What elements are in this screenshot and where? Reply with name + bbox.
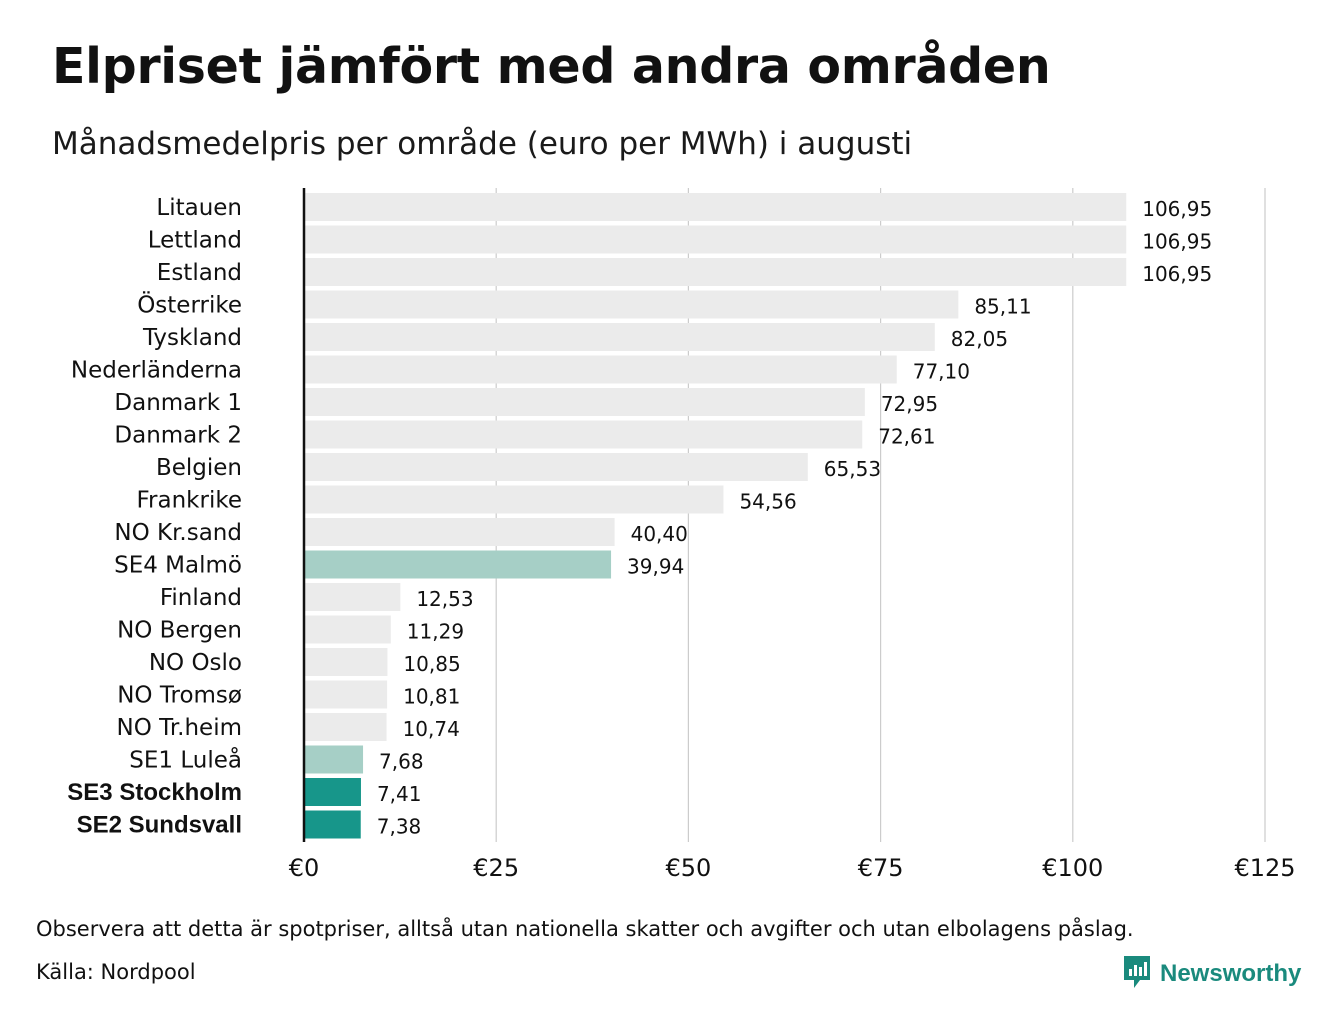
value-label: 10,85 bbox=[403, 652, 460, 676]
chart-subtitle: Månadsmedelpris per område (euro per MWh… bbox=[52, 126, 913, 162]
value-label: 11,29 bbox=[407, 620, 464, 644]
bar-chart-speech-bubble-icon bbox=[1122, 954, 1152, 994]
bar bbox=[305, 810, 361, 839]
category-label: SE4 Malmö bbox=[114, 553, 242, 579]
category-label: Österrike bbox=[137, 291, 242, 319]
category-label: Litauen bbox=[156, 195, 242, 221]
category-label: Nederländerna bbox=[71, 358, 242, 384]
bar bbox=[305, 680, 388, 709]
bar bbox=[305, 778, 361, 806]
value-label: 106,95 bbox=[1142, 262, 1212, 286]
category-label: NO Tromsø bbox=[117, 683, 242, 709]
value-label: 54,56 bbox=[739, 490, 796, 514]
bar bbox=[305, 648, 388, 676]
value-label: 82,05 bbox=[951, 327, 1008, 351]
category-label: Tyskland bbox=[142, 325, 242, 351]
bar bbox=[305, 745, 364, 774]
category-label: Lettland bbox=[148, 228, 242, 254]
bar bbox=[305, 420, 863, 449]
value-label: 7,41 bbox=[377, 782, 422, 806]
category-label: SE2 Sundsvall bbox=[77, 812, 242, 839]
value-label: 106,95 bbox=[1142, 197, 1212, 221]
value-label: 85,11 bbox=[974, 295, 1031, 319]
value-label: 72,61 bbox=[878, 425, 935, 449]
value-label: 77,10 bbox=[913, 360, 970, 384]
category-label: SE1 Luleå bbox=[129, 746, 242, 774]
x-tick-label: €50 bbox=[665, 854, 711, 882]
bar bbox=[305, 323, 935, 351]
bar bbox=[305, 388, 865, 416]
chart-title: Elpriset jämfört med andra områden bbox=[52, 38, 1051, 95]
bar bbox=[305, 290, 959, 319]
footnote: Observera att detta är spotpriser, allts… bbox=[36, 917, 1134, 941]
category-label: NO Kr.sand bbox=[114, 520, 242, 546]
value-label: 72,95 bbox=[881, 392, 938, 416]
bar bbox=[305, 485, 724, 514]
category-label: Belgien bbox=[156, 455, 242, 481]
x-tick-label: €125 bbox=[1234, 854, 1295, 882]
bar bbox=[305, 583, 401, 611]
value-label: 40,40 bbox=[631, 522, 688, 546]
value-label: 65,53 bbox=[824, 457, 881, 481]
bar bbox=[305, 453, 808, 481]
value-label: 7,68 bbox=[379, 750, 424, 774]
x-tick-label: €100 bbox=[1042, 854, 1103, 882]
category-label: Finland bbox=[160, 585, 242, 611]
x-tick-label: €0 bbox=[289, 854, 320, 882]
bar bbox=[305, 615, 391, 644]
category-label: Danmark 2 bbox=[114, 423, 242, 449]
brand-logo: Newsworthy bbox=[1122, 954, 1301, 994]
bar bbox=[305, 518, 615, 546]
bar bbox=[305, 713, 387, 741]
value-label: 12,53 bbox=[416, 587, 473, 611]
value-label: 10,81 bbox=[403, 685, 460, 709]
x-tick-label: €75 bbox=[858, 854, 904, 882]
value-label: 39,94 bbox=[627, 555, 684, 579]
bar bbox=[305, 225, 1127, 254]
category-label: NO Bergen bbox=[117, 618, 242, 644]
bar bbox=[305, 550, 612, 579]
category-label: Frankrike bbox=[137, 488, 243, 514]
x-tick-label: €25 bbox=[473, 854, 519, 882]
category-label: SE3 Stockholm bbox=[67, 779, 242, 806]
category-label: Danmark 1 bbox=[114, 390, 242, 416]
value-label: 106,95 bbox=[1142, 230, 1212, 254]
category-label: NO Oslo bbox=[149, 650, 242, 676]
bar bbox=[305, 258, 1127, 286]
brand-name: Newsworthy bbox=[1160, 960, 1302, 987]
source-text: Källa: Nordpool bbox=[36, 960, 196, 984]
value-label: 10,74 bbox=[403, 717, 460, 741]
category-label: NO Tr.heim bbox=[117, 715, 242, 741]
value-label: 7,38 bbox=[377, 815, 422, 839]
bar bbox=[305, 193, 1127, 221]
bar bbox=[305, 355, 897, 384]
bar-chart: Litauen 106,95 Lettland 106,95 Estland 106,95… bbox=[67, 188, 1296, 882]
category-label: Estland bbox=[157, 260, 242, 286]
